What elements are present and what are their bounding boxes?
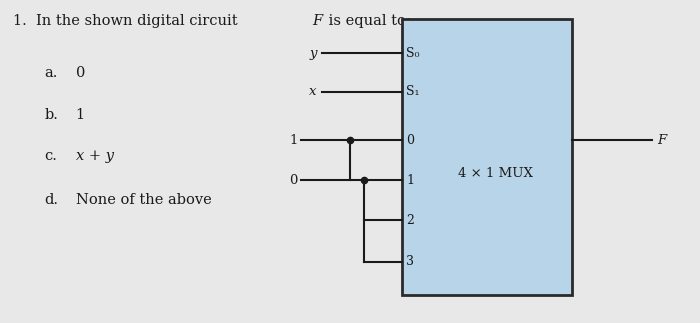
Text: d.: d. xyxy=(44,193,58,207)
Text: x + y: x + y xyxy=(76,149,113,163)
Text: 3: 3 xyxy=(406,255,414,268)
Text: 4 × 1 MUX: 4 × 1 MUX xyxy=(458,167,533,180)
Text: a.: a. xyxy=(44,66,58,80)
Bar xyxy=(402,19,572,295)
Text: F: F xyxy=(312,14,322,28)
Text: b.: b. xyxy=(44,108,58,121)
Text: y: y xyxy=(309,47,316,60)
Text: 0: 0 xyxy=(76,66,85,80)
Text: None of the above: None of the above xyxy=(76,193,211,207)
Text: 0: 0 xyxy=(290,174,298,187)
Text: 2: 2 xyxy=(406,214,414,227)
Text: is equal to:: is equal to: xyxy=(324,14,411,28)
Text: c.: c. xyxy=(44,149,57,163)
Text: x: x xyxy=(309,85,316,98)
Text: 1: 1 xyxy=(406,174,414,187)
Text: 0: 0 xyxy=(406,134,414,147)
Text: 1: 1 xyxy=(76,108,85,121)
Text: S₀: S₀ xyxy=(406,47,420,60)
Text: S₁: S₁ xyxy=(406,85,420,98)
Text: 1.  In the shown digital circuit: 1. In the shown digital circuit xyxy=(13,14,242,28)
Text: 1: 1 xyxy=(290,134,298,147)
Text: F: F xyxy=(657,134,667,147)
